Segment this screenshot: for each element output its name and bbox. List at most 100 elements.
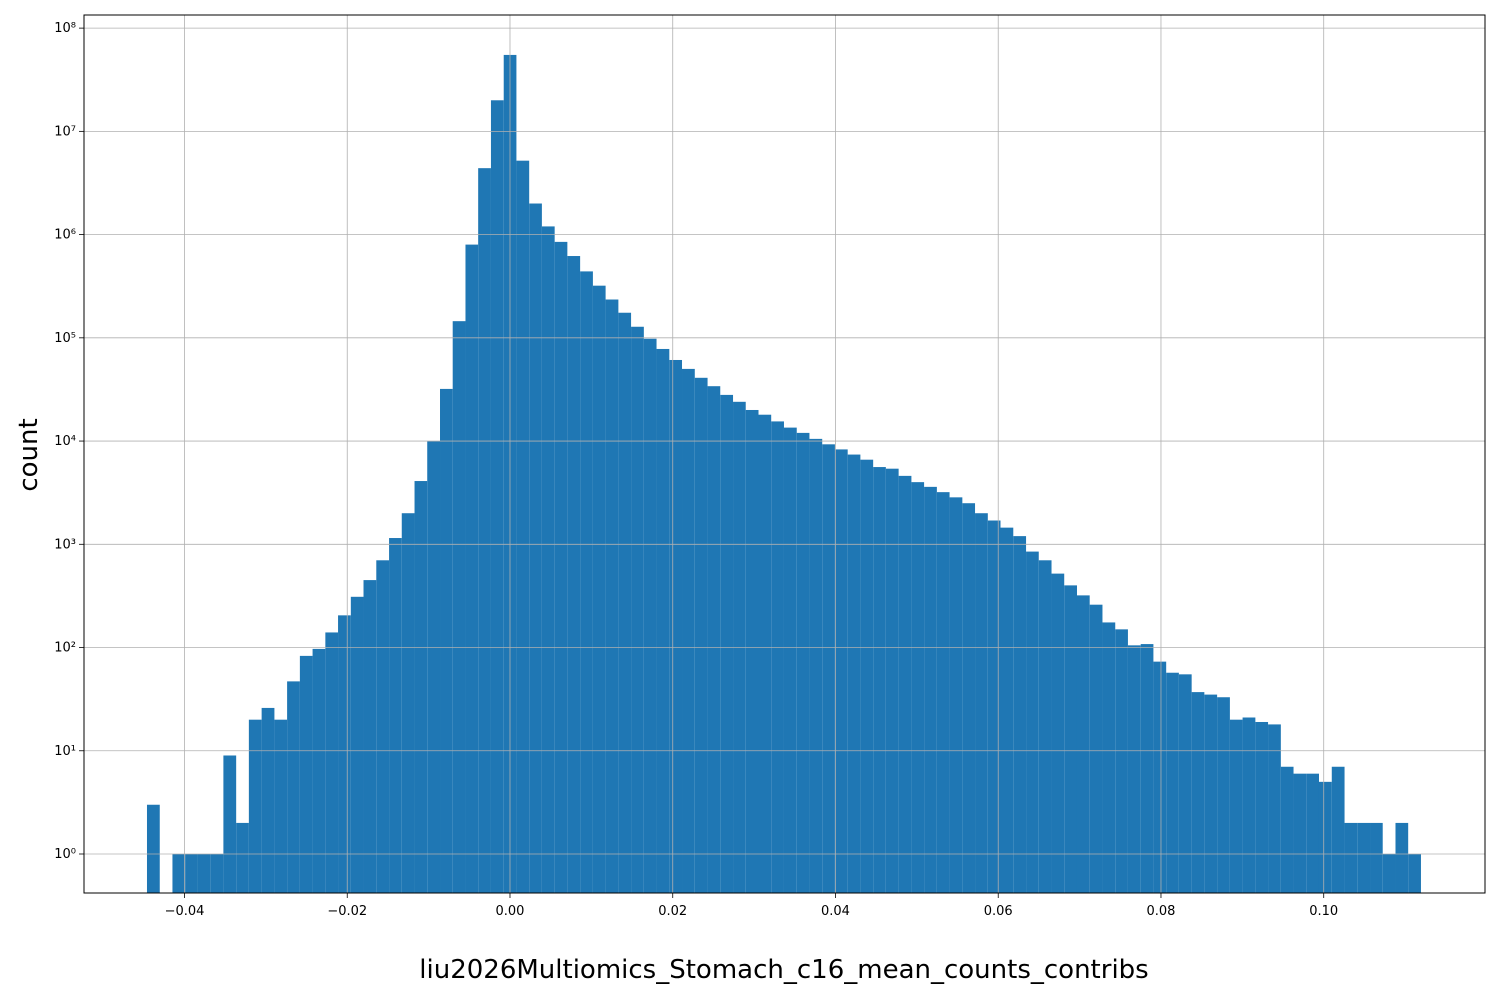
bar xyxy=(1370,822,1383,893)
bar xyxy=(1166,672,1179,893)
bar xyxy=(758,414,772,893)
bar xyxy=(618,312,632,893)
x-tick-label: 0.08 xyxy=(1146,904,1175,919)
bar xyxy=(1395,822,1409,893)
bar xyxy=(427,441,441,893)
bar xyxy=(325,632,339,893)
bar xyxy=(1268,724,1281,893)
y-tick-label: 10² xyxy=(54,641,76,656)
bar xyxy=(860,459,874,893)
x-axis-label: liu2026Multiomics_Stomach_c16_mean_count… xyxy=(419,955,1148,985)
y-tick-label: 10⁵ xyxy=(54,331,76,346)
bar xyxy=(554,241,568,893)
x-tick-label: −0.02 xyxy=(327,904,367,919)
bar xyxy=(248,719,262,893)
bar xyxy=(223,755,237,893)
x-tick-label: 0.04 xyxy=(821,904,850,919)
bar xyxy=(1076,595,1090,893)
bar xyxy=(1255,721,1269,893)
bar xyxy=(911,482,925,893)
bar xyxy=(1204,694,1218,893)
bar xyxy=(631,326,644,893)
bar xyxy=(1089,604,1103,893)
bar xyxy=(516,160,530,893)
bar xyxy=(1408,853,1421,893)
bar xyxy=(1344,822,1358,893)
bar xyxy=(1140,644,1154,893)
bar xyxy=(949,497,963,893)
bar xyxy=(236,822,249,893)
y-tick-label: 10⁸ xyxy=(54,21,76,36)
plot-frame xyxy=(83,14,1486,894)
bar xyxy=(1000,527,1014,893)
bar xyxy=(478,168,491,893)
bar xyxy=(172,853,186,893)
bar xyxy=(146,804,160,893)
bar xyxy=(1026,551,1039,893)
y-axis-label: count xyxy=(14,418,44,491)
bar xyxy=(1127,645,1141,893)
bar xyxy=(376,560,390,893)
bar xyxy=(299,655,313,893)
bar xyxy=(580,271,593,893)
x-tick-label: 0.10 xyxy=(1309,904,1338,919)
bar xyxy=(414,481,428,893)
bar xyxy=(529,203,542,894)
bar xyxy=(694,377,708,893)
bar xyxy=(809,438,823,893)
bar xyxy=(898,475,912,893)
bar xyxy=(1115,629,1128,893)
bar xyxy=(440,388,453,893)
bar xyxy=(885,468,899,893)
bar xyxy=(707,386,721,893)
y-tick-label: 10³ xyxy=(54,537,76,552)
bar xyxy=(720,394,734,893)
bar xyxy=(287,681,300,893)
bar xyxy=(1013,536,1027,893)
bar xyxy=(1064,585,1077,893)
bar xyxy=(796,432,810,893)
bar xyxy=(197,853,211,893)
bar xyxy=(873,467,886,893)
bar xyxy=(1318,781,1332,893)
bar xyxy=(185,853,198,893)
bar xyxy=(261,707,275,893)
bar xyxy=(389,538,402,893)
bar xyxy=(1229,719,1243,893)
bar xyxy=(669,359,683,893)
bar xyxy=(987,520,1001,893)
bar xyxy=(924,486,937,893)
bar xyxy=(1038,560,1052,893)
bar xyxy=(936,492,950,893)
bar xyxy=(567,256,581,893)
bar xyxy=(312,648,326,893)
x-tick-label: 0.02 xyxy=(658,904,687,919)
y-tick-label: 10¹ xyxy=(54,744,76,759)
bar xyxy=(1153,661,1167,893)
x-tick-label: −0.04 xyxy=(165,904,205,919)
y-tick-label: 10⁶ xyxy=(54,228,76,243)
x-tick-label: 0.06 xyxy=(984,904,1013,919)
bar xyxy=(490,100,504,893)
bar xyxy=(1382,853,1396,893)
bar xyxy=(465,244,479,894)
bar xyxy=(274,719,288,893)
bar xyxy=(1102,622,1116,893)
bar xyxy=(745,409,759,893)
bar xyxy=(783,427,797,893)
bar xyxy=(1357,822,1371,893)
bar xyxy=(350,596,364,893)
bar xyxy=(605,299,619,894)
bar xyxy=(962,503,976,893)
y-tick-label: 10⁰ xyxy=(54,847,76,862)
bar xyxy=(401,513,415,893)
bar xyxy=(975,513,988,893)
bar xyxy=(1306,773,1319,893)
bar xyxy=(1178,674,1192,893)
bar xyxy=(338,615,351,893)
bar xyxy=(682,368,695,893)
x-tick-label: 0.00 xyxy=(496,904,525,919)
bar xyxy=(1242,717,1256,893)
bar xyxy=(541,226,555,893)
